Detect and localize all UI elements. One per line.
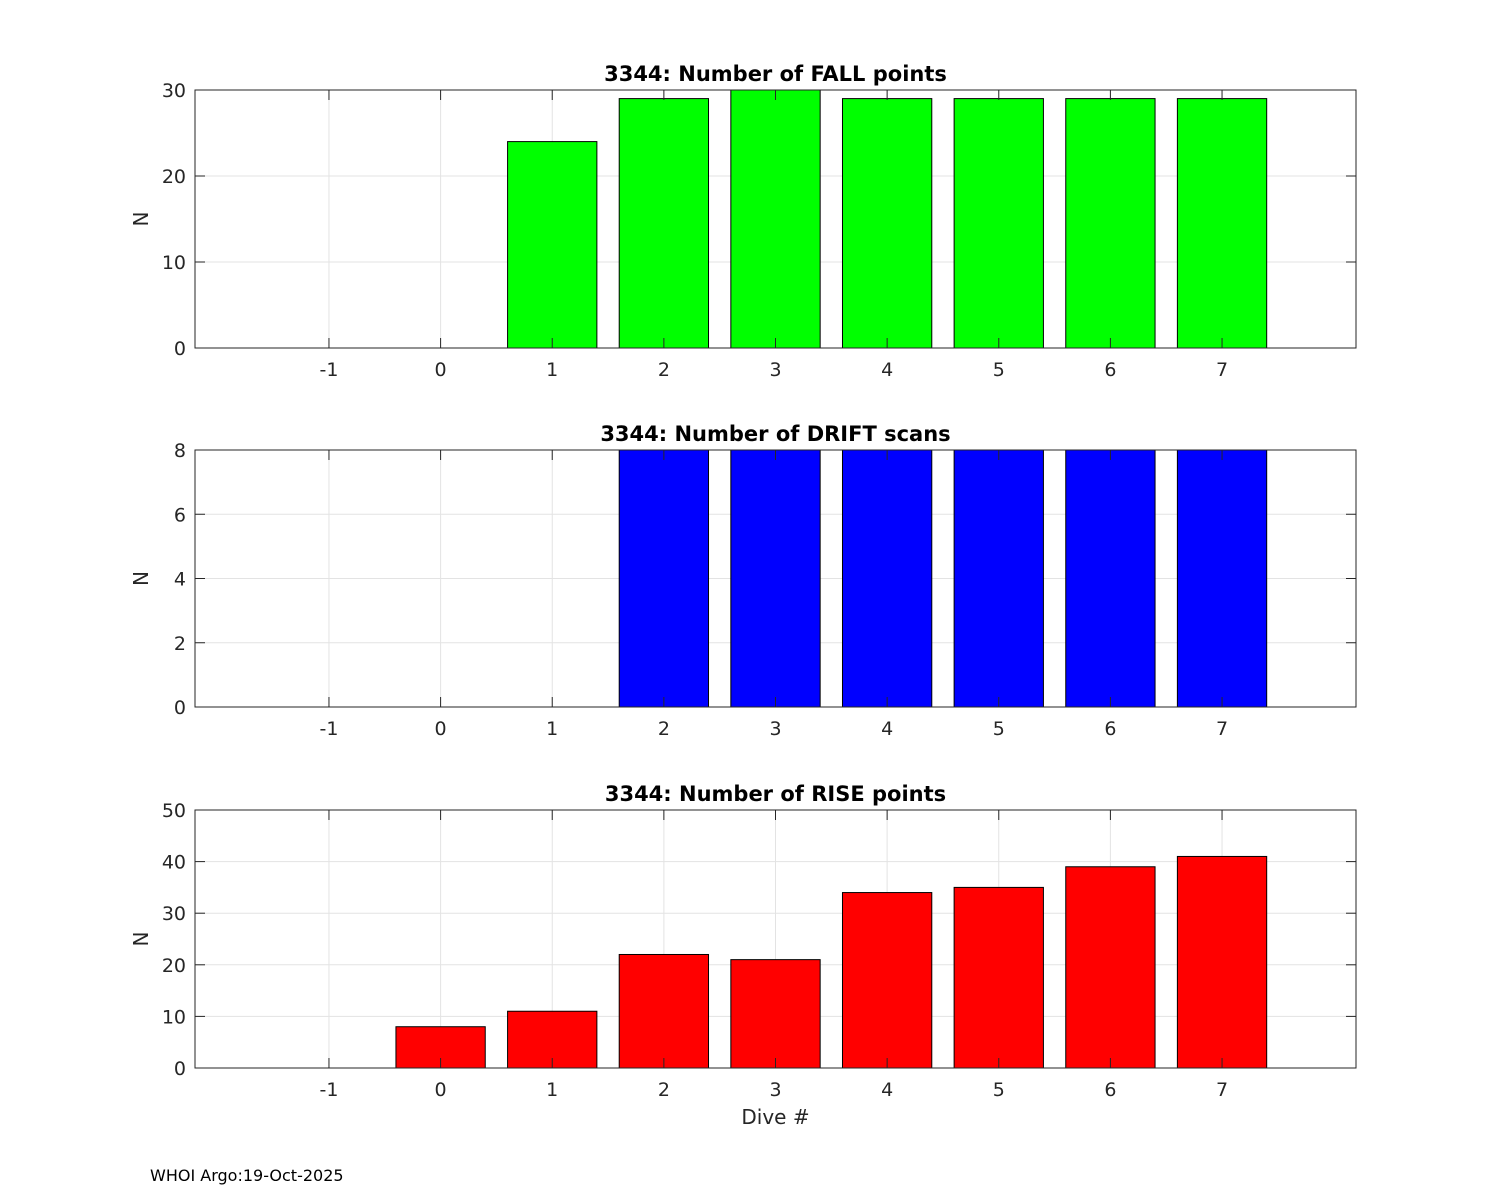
bar-3	[730, 449, 821, 708]
y-tick-label: 30	[162, 903, 186, 925]
chart-title: 3344: Number of DRIFT scans	[600, 422, 950, 446]
chart-title: 3344: Number of RISE points	[605, 782, 946, 806]
x-tick-label: 5	[993, 718, 1005, 740]
x-tick-label: -1	[319, 359, 338, 381]
bar-2	[618, 449, 710, 708]
bar-6	[1065, 866, 1156, 1069]
x-tick-label: 5	[993, 359, 1005, 381]
y-tick-label: 8	[174, 440, 186, 462]
x-tick-label: 2	[658, 1079, 670, 1101]
y-tick-label: 0	[174, 1058, 186, 1080]
x-tick-label: 7	[1216, 718, 1228, 740]
bar-7	[1176, 98, 1268, 349]
y-tick-label: 10	[162, 1006, 186, 1028]
bar-5	[953, 98, 1044, 349]
bar-2	[618, 98, 710, 349]
y-axis-label: N	[129, 212, 153, 227]
bar-1	[507, 141, 598, 349]
x-tick-label: 1	[546, 718, 558, 740]
y-tick-label: 20	[162, 955, 186, 977]
chart-panel-1: -1 0 1 2 3 4 5 6 7 0 10 20 30 3344: Number of FALL po…	[129, 62, 1357, 381]
footer-text: WHOI Argo:19-Oct-2025	[150, 1166, 344, 1185]
x-tick-label: 6	[1104, 1079, 1116, 1101]
y-tick-label: 10	[162, 252, 186, 274]
x-tick-label: 4	[881, 718, 893, 740]
bar-2	[618, 953, 710, 1069]
y-tick-label: 30	[162, 80, 186, 102]
bar-4	[841, 892, 933, 1069]
bar-6	[1065, 449, 1156, 708]
x-tick-label: 6	[1104, 359, 1116, 381]
y-tick-label: 50	[162, 800, 186, 822]
x-tick-label: 3	[769, 718, 781, 740]
x-tick-label: -1	[319, 718, 338, 740]
x-tick-label: 0	[435, 718, 447, 740]
bar-4	[841, 449, 933, 708]
x-tick-label: 7	[1216, 359, 1228, 381]
x-tick-label: 7	[1216, 1079, 1228, 1101]
bar-4	[841, 98, 933, 349]
x-tick-label: 5	[993, 1079, 1005, 1101]
chart-title: 3344: Number of FALL points	[604, 62, 947, 86]
x-tick-label: 2	[658, 359, 670, 381]
y-tick-label: 20	[162, 166, 186, 188]
y-tick-label: 4	[174, 569, 186, 591]
x-tick-label: 0	[435, 1079, 447, 1101]
x-tick-label: 3	[769, 359, 781, 381]
bar-5	[953, 886, 1044, 1069]
bar-7	[1176, 855, 1268, 1069]
x-tick-label: 1	[546, 359, 558, 381]
x-axis-label: Dive #	[741, 1105, 809, 1129]
y-axis-label: N	[129, 932, 153, 947]
bar-3	[730, 89, 821, 349]
x-tick-label: 2	[658, 718, 670, 740]
y-tick-label: 40	[162, 852, 186, 874]
bar-6	[1065, 98, 1156, 349]
x-tick-label: 0	[435, 359, 447, 381]
x-tick-label: 4	[881, 1079, 893, 1101]
chart-panel-3: -1 0 1 2 3 4 5 6 7 0 10 20 30 40 50 3344: Number of RIS…	[129, 782, 1357, 1129]
x-tick-label: 6	[1104, 718, 1116, 740]
bar-3	[730, 959, 821, 1069]
x-tick-label: 4	[881, 359, 893, 381]
y-tick-label: 2	[174, 633, 186, 655]
bar-7	[1176, 449, 1268, 708]
x-tick-label: -1	[319, 1079, 338, 1101]
y-tick-label: 0	[174, 338, 186, 360]
bar-5	[953, 449, 1044, 708]
y-tick-label: 0	[174, 697, 186, 719]
chart-panel-2: -1 0 1 2 3 4 5 6 7 0 2 4 6 8 3344: Number of DRIFT sca…	[129, 422, 1357, 740]
y-tick-label: 6	[174, 504, 186, 526]
x-tick-label: 3	[769, 1079, 781, 1101]
x-tick-label: 1	[546, 1079, 558, 1101]
y-axis-label: N	[129, 571, 153, 586]
